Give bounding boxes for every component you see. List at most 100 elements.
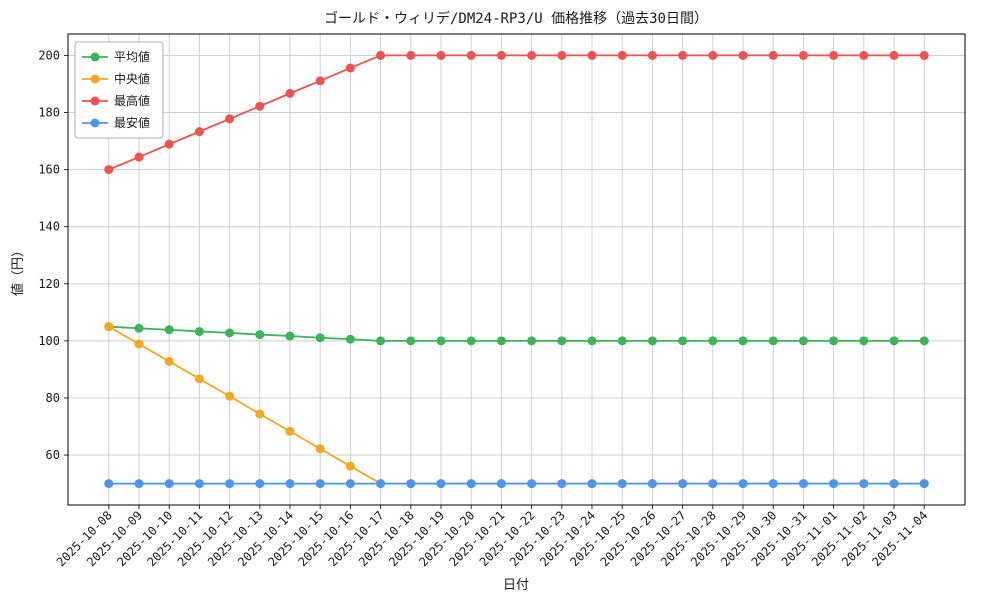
legend-item-min: 最安値 bbox=[82, 115, 150, 130]
data-point-marker bbox=[194, 326, 204, 336]
data-point-marker bbox=[406, 50, 416, 60]
data-point-marker bbox=[466, 50, 476, 60]
data-point-marker bbox=[164, 139, 174, 149]
data-point-marker bbox=[768, 479, 778, 489]
series-line-1 bbox=[104, 322, 929, 489]
data-point-marker bbox=[376, 479, 386, 489]
data-point-marker bbox=[194, 127, 204, 137]
data-point-marker bbox=[134, 479, 144, 489]
data-point-marker bbox=[708, 336, 718, 346]
data-point-marker bbox=[557, 479, 567, 489]
data-point-marker bbox=[255, 479, 265, 489]
data-point-marker bbox=[345, 461, 355, 471]
data-point-marker bbox=[376, 50, 386, 60]
data-point-marker bbox=[315, 479, 325, 489]
data-point-marker bbox=[557, 50, 567, 60]
data-point-marker bbox=[194, 479, 204, 489]
data-point-marker bbox=[376, 336, 386, 346]
data-point-marker bbox=[738, 50, 748, 60]
x-axis-label: 日付 bbox=[503, 578, 529, 593]
legend-item-max: 最高値 bbox=[82, 93, 150, 108]
data-point-marker bbox=[768, 336, 778, 346]
data-point-marker bbox=[285, 479, 295, 489]
y-tick-label: 160 bbox=[38, 163, 60, 177]
legend: 平均値 中央値 最高値 最安値 bbox=[74, 41, 164, 139]
data-point-marker bbox=[738, 479, 748, 489]
data-point-marker bbox=[406, 336, 416, 346]
data-point-marker bbox=[768, 50, 778, 60]
data-point-marker bbox=[164, 356, 174, 366]
data-point-marker bbox=[466, 479, 476, 489]
legend-label: 中央値 bbox=[114, 71, 150, 86]
data-point-marker bbox=[104, 322, 114, 332]
data-point-marker bbox=[255, 409, 265, 419]
data-point-marker bbox=[617, 50, 627, 60]
data-point-marker bbox=[919, 50, 929, 60]
data-point-marker bbox=[345, 479, 355, 489]
legend-item-average: 平均値 bbox=[82, 49, 150, 64]
data-point-marker bbox=[798, 336, 808, 346]
data-point-marker bbox=[345, 63, 355, 73]
data-point-marker bbox=[919, 336, 929, 346]
data-point-marker bbox=[194, 374, 204, 384]
y-tick-label: 180 bbox=[38, 106, 60, 120]
data-point-marker bbox=[104, 479, 114, 489]
data-point-marker bbox=[647, 336, 657, 346]
y-tick-label: 60 bbox=[46, 448, 60, 462]
data-point-marker bbox=[678, 336, 688, 346]
data-point-marker bbox=[345, 334, 355, 344]
data-point-marker bbox=[859, 50, 869, 60]
data-point-marker bbox=[255, 101, 265, 111]
legend-label: 平均値 bbox=[114, 49, 150, 64]
data-point-marker bbox=[406, 479, 416, 489]
data-point-marker bbox=[527, 479, 537, 489]
data-point-marker bbox=[557, 336, 567, 346]
y-tick-label: 80 bbox=[46, 391, 60, 405]
axes-ticks: 60801001201401601802002025-10-082025-10-… bbox=[38, 48, 930, 569]
data-point-marker bbox=[315, 444, 325, 454]
data-point-marker bbox=[496, 50, 506, 60]
data-point-marker bbox=[164, 479, 174, 489]
data-point-marker bbox=[134, 323, 144, 333]
data-point-marker bbox=[436, 50, 446, 60]
data-point-marker bbox=[587, 50, 597, 60]
data-point-marker bbox=[859, 479, 869, 489]
data-point-marker bbox=[798, 479, 808, 489]
data-point-marker bbox=[255, 330, 265, 340]
data-point-marker bbox=[829, 50, 839, 60]
data-point-marker bbox=[225, 328, 235, 338]
data-point-marker bbox=[134, 339, 144, 349]
data-point-marker bbox=[889, 479, 899, 489]
plot-border bbox=[67, 33, 966, 506]
data-point-marker bbox=[315, 333, 325, 343]
data-point-marker bbox=[134, 152, 144, 162]
data-point-marker bbox=[496, 336, 506, 346]
data-point-marker bbox=[225, 479, 235, 489]
data-point-marker bbox=[617, 336, 627, 346]
data-point-marker bbox=[587, 336, 597, 346]
legend-marker-icon bbox=[90, 74, 100, 84]
data-point-marker bbox=[225, 114, 235, 124]
data-point-marker bbox=[829, 336, 839, 346]
legend-box bbox=[74, 41, 164, 139]
data-point-marker bbox=[889, 50, 899, 60]
grid bbox=[68, 34, 965, 505]
data-point-marker bbox=[285, 331, 295, 341]
data-point-marker bbox=[164, 325, 174, 335]
data-point-marker bbox=[496, 479, 506, 489]
data-point-marker bbox=[708, 479, 718, 489]
y-tick-label: 200 bbox=[38, 48, 60, 62]
legend-marker-icon bbox=[90, 118, 100, 128]
series-lines bbox=[104, 50, 929, 489]
series-line-2 bbox=[104, 50, 929, 175]
legend-marker-icon bbox=[90, 96, 100, 106]
chart-title: ゴールド・ウィリデ/DM24-RP3/U 価格推移（過去30日間） bbox=[324, 10, 708, 27]
y-tick-label: 120 bbox=[38, 277, 60, 291]
data-point-marker bbox=[829, 479, 839, 489]
legend-marker-icon bbox=[90, 52, 100, 62]
data-point-marker bbox=[285, 426, 295, 436]
y-tick-label: 100 bbox=[38, 334, 60, 348]
data-point-marker bbox=[617, 479, 627, 489]
